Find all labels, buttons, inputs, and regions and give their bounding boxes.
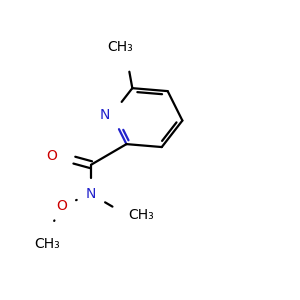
Text: CH₃: CH₃	[34, 237, 60, 251]
Text: O: O	[56, 199, 67, 213]
Text: N: N	[100, 108, 110, 122]
Text: O: O	[46, 149, 57, 163]
Text: CH₃: CH₃	[108, 40, 134, 54]
Text: N: N	[86, 187, 96, 201]
Text: CH₃: CH₃	[128, 208, 154, 222]
